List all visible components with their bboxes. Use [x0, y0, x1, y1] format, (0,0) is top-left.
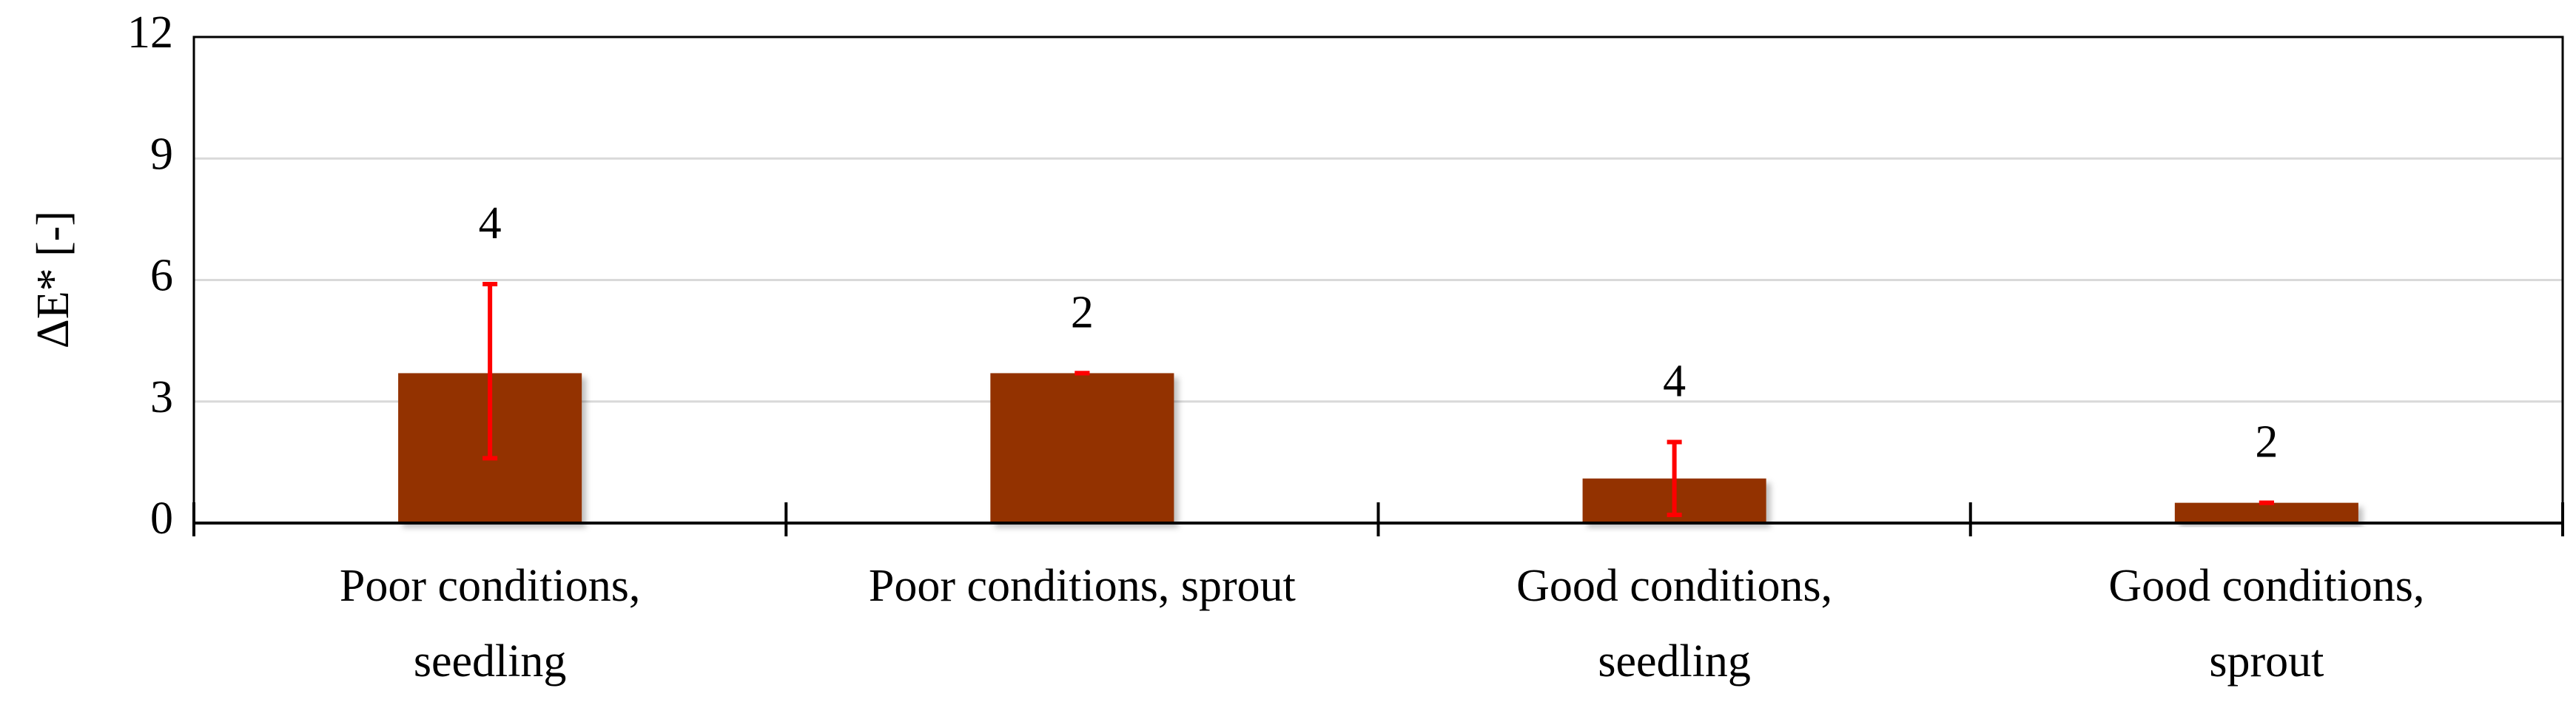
x-category-label: Poor conditions, sprout — [869, 561, 1296, 611]
data-label: 2 — [1071, 287, 1094, 337]
bar — [990, 373, 1174, 523]
y-axis-title: ΔE* [-] — [28, 211, 78, 348]
y-axis-ticks: 0 3 6 9 12 — [127, 7, 173, 544]
x-category-label: sprout — [2209, 636, 2324, 687]
y-tick-label: 3 — [150, 372, 173, 422]
data-label: 2 — [2255, 417, 2278, 468]
x-category-label: seedling — [414, 636, 567, 687]
y-tick-label: 6 — [150, 251, 173, 301]
bars — [398, 373, 2358, 523]
data-label: 4 — [1663, 357, 1686, 407]
x-category-label: Good conditions, — [1516, 561, 1832, 611]
gridlines — [194, 157, 2563, 403]
y-tick-label: 9 — [150, 129, 173, 179]
x-category-label: Poor conditions, — [340, 561, 640, 611]
x-category-label: seedling — [1598, 636, 1751, 687]
x-axis: Poor conditions, seedling Poor conditions,… — [192, 502, 2564, 687]
data-labels: 4 2 4 2 — [479, 198, 2279, 468]
error-bars — [482, 281, 2274, 518]
x-category-label: Good conditions, — [2108, 561, 2424, 611]
y-tick-label: 0 — [150, 493, 173, 544]
data-label: 4 — [479, 198, 502, 249]
bar — [2174, 502, 2358, 523]
y-tick-label: 12 — [127, 7, 173, 58]
